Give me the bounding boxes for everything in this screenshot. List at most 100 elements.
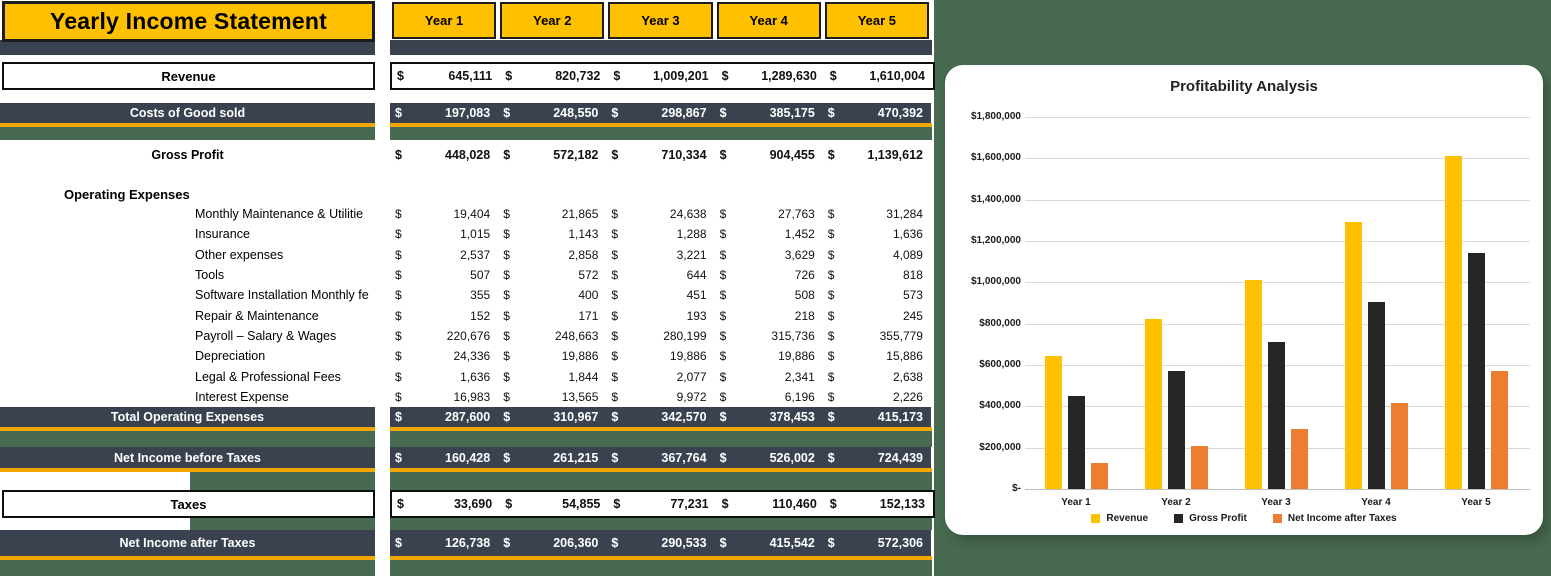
row-label-insurance[interactable]: Insurance [195, 227, 250, 242]
cell-tools-year-1[interactable]: $507 [390, 265, 498, 285]
row-label-monthly-maintenance-utilities[interactable]: Monthly Maintenance & Utilitie [195, 207, 364, 221]
cell-gross-profit-year-5[interactable]: $1,139,612 [823, 144, 931, 166]
cell-revenue-year-1[interactable]: $645,111 [392, 64, 500, 88]
cell-payroll-salary-wages-year-2[interactable]: $248,663 [498, 326, 606, 346]
cell-costs-of-good-sold-year-2[interactable]: $248,550 [498, 103, 606, 123]
profitability-chart[interactable]: Profitability Analysis Revenue Gross Prof… [945, 65, 1543, 535]
cell-software-installation-fee-year-5[interactable]: $573 [823, 285, 931, 305]
cell-interest-expense-year-4[interactable]: $6,196 [715, 387, 823, 407]
cell-total-operating-expenses-year-5[interactable]: $415,173 [823, 407, 931, 427]
cell-software-installation-fee-year-2[interactable]: $400 [498, 285, 606, 305]
cell-monthly-maintenance-utilities-year-5[interactable]: $31,284 [823, 204, 931, 224]
cell-payroll-salary-wages-year-4[interactable]: $315,736 [715, 326, 823, 346]
cell-monthly-maintenance-utilities-year-4[interactable]: $27,763 [715, 204, 823, 224]
cell-costs-of-good-sold-year-1[interactable]: $197,083 [390, 103, 498, 123]
cell-revenue-year-2[interactable]: $820,732 [500, 64, 608, 88]
cell-depreciation-year-5[interactable]: $15,886 [823, 346, 931, 366]
cell-repair-maintenance-year-3[interactable]: $193 [606, 306, 714, 326]
cell-insurance-year-5[interactable]: $1,636 [823, 224, 931, 244]
column-header-year-2[interactable]: Year 2 [500, 2, 605, 39]
cell-total-operating-expenses-year-4[interactable]: $378,453 [715, 407, 823, 427]
row-label-total-operating-expenses[interactable]: Total Operating Expenses [0, 407, 375, 427]
row-label-software-installation-fee[interactable]: Software Installation Monthly fe [195, 288, 369, 303]
cell-net-income-after-taxes-year-5[interactable]: $572,306 [823, 530, 931, 556]
cell-revenue-year-4[interactable]: $1,289,630 [717, 64, 825, 88]
cell-insurance-year-1[interactable]: $1,015 [390, 224, 498, 244]
cell-repair-maintenance-year-1[interactable]: $152 [390, 306, 498, 326]
row-label-interest-expense[interactable]: Interest Expense [195, 390, 289, 404]
cell-repair-maintenance-year-2[interactable]: $171 [498, 306, 606, 326]
cell-net-income-after-taxes-year-1[interactable]: $126,738 [390, 530, 498, 556]
cell-taxes-year-2[interactable]: $54,855 [500, 492, 608, 516]
cell-net-income-before-taxes-year-2[interactable]: $261,215 [498, 447, 606, 468]
cell-payroll-salary-wages-year-3[interactable]: $280,199 [606, 326, 714, 346]
cell-monthly-maintenance-utilities-year-3[interactable]: $24,638 [606, 204, 714, 224]
column-header-year-3[interactable]: Year 3 [608, 2, 713, 39]
cell-depreciation-year-1[interactable]: $24,336 [390, 346, 498, 366]
cell-other-expenses-year-3[interactable]: $3,221 [606, 245, 714, 265]
cell-legal-professional-fees-year-3[interactable]: $2,077 [606, 367, 714, 387]
cell-legal-professional-fees-year-1[interactable]: $1,636 [390, 367, 498, 387]
cell-taxes-year-3[interactable]: $77,231 [608, 492, 716, 516]
cell-insurance-year-4[interactable]: $1,452 [715, 224, 823, 244]
cell-other-expenses-year-1[interactable]: $2,537 [390, 245, 498, 265]
cell-software-installation-fee-year-1[interactable]: $355 [390, 285, 498, 305]
cell-other-expenses-year-2[interactable]: $2,858 [498, 245, 606, 265]
cell-total-operating-expenses-year-3[interactable]: $342,570 [606, 407, 714, 427]
cell-software-installation-fee-year-4[interactable]: $508 [715, 285, 823, 305]
cell-payroll-salary-wages-year-1[interactable]: $220,676 [390, 326, 498, 346]
cell-tools-year-2[interactable]: $572 [498, 265, 606, 285]
cell-gross-profit-year-3[interactable]: $710,334 [606, 144, 714, 166]
cell-net-income-before-taxes-year-5[interactable]: $724,439 [823, 447, 931, 468]
cell-depreciation-year-2[interactable]: $19,886 [498, 346, 606, 366]
cell-net-income-before-taxes-year-1[interactable]: $160,428 [390, 447, 498, 468]
cell-taxes-year-1[interactable]: $33,690 [392, 492, 500, 516]
cell-legal-professional-fees-year-2[interactable]: $1,844 [498, 367, 606, 387]
cell-taxes-year-5[interactable]: $152,133 [825, 492, 933, 516]
cell-payroll-salary-wages-year-5[interactable]: $355,779 [823, 326, 931, 346]
cell-gross-profit-year-1[interactable]: $448,028 [390, 144, 498, 166]
cell-insurance-year-3[interactable]: $1,288 [606, 224, 714, 244]
cell-net-income-after-taxes-year-4[interactable]: $415,542 [715, 530, 823, 556]
cell-gross-profit-year-4[interactable]: $904,455 [715, 144, 823, 166]
row-label-revenue[interactable]: Revenue [2, 62, 375, 90]
cell-monthly-maintenance-utilities-year-1[interactable]: $19,404 [390, 204, 498, 224]
cell-other-expenses-year-4[interactable]: $3,629 [715, 245, 823, 265]
cell-interest-expense-year-1[interactable]: $16,983 [390, 387, 498, 407]
cell-net-income-after-taxes-year-3[interactable]: $290,533 [606, 530, 714, 556]
cell-costs-of-good-sold-year-5[interactable]: $470,392 [823, 103, 931, 123]
cell-gross-profit-year-2[interactable]: $572,182 [498, 144, 606, 166]
cell-revenue-year-3[interactable]: $1,009,201 [608, 64, 716, 88]
cell-tools-year-3[interactable]: $644 [606, 265, 714, 285]
cell-insurance-year-2[interactable]: $1,143 [498, 224, 606, 244]
row-label-taxes[interactable]: Taxes [2, 490, 375, 518]
cell-depreciation-year-3[interactable]: $19,886 [606, 346, 714, 366]
cell-repair-maintenance-year-5[interactable]: $245 [823, 306, 931, 326]
row-label-payroll-salary-wages[interactable]: Payroll – Salary & Wages [195, 329, 337, 343]
cell-legal-professional-fees-year-4[interactable]: $2,341 [715, 367, 823, 387]
row-label-repair-maintenance[interactable]: Repair & Maintenance [195, 308, 319, 323]
cell-costs-of-good-sold-year-4[interactable]: $385,175 [715, 103, 823, 123]
row-label-costs-of-good-sold[interactable]: Costs of Good sold [0, 103, 375, 123]
cell-total-operating-expenses-year-2[interactable]: $310,967 [498, 407, 606, 427]
row-label-legal-professional-fees[interactable]: Legal & Professional Fees [195, 369, 341, 384]
row-label-gross-profit[interactable]: Gross Profit [151, 148, 224, 162]
row-label-net-income-before-taxes[interactable]: Net Income before Taxes [0, 447, 375, 468]
cell-total-operating-expenses-year-1[interactable]: $287,600 [390, 407, 498, 427]
column-header-year-1[interactable]: Year 1 [392, 2, 497, 39]
cell-tools-year-4[interactable]: $726 [715, 265, 823, 285]
cell-other-expenses-year-5[interactable]: $4,089 [823, 245, 931, 265]
sheet-title-cell[interactable]: Yearly Income Statement [2, 1, 375, 42]
cell-software-installation-fee-year-3[interactable]: $451 [606, 285, 714, 305]
row-label-other-expenses[interactable]: Other expenses [195, 247, 284, 262]
cell-interest-expense-year-2[interactable]: $13,565 [498, 387, 606, 407]
column-header-year-4[interactable]: Year 4 [716, 2, 821, 39]
cell-revenue-year-5[interactable]: $1,610,004 [825, 64, 933, 88]
row-label-depreciation[interactable]: Depreciation [195, 349, 266, 364]
cell-net-income-before-taxes-year-4[interactable]: $526,002 [715, 447, 823, 468]
row-label-tools[interactable]: Tools [195, 268, 225, 282]
cell-monthly-maintenance-utilities-year-2[interactable]: $21,865 [498, 204, 606, 224]
cell-net-income-after-taxes-year-2[interactable]: $206,360 [498, 530, 606, 556]
cell-tools-year-5[interactable]: $818 [823, 265, 931, 285]
cell-net-income-before-taxes-year-3[interactable]: $367,764 [606, 447, 714, 468]
